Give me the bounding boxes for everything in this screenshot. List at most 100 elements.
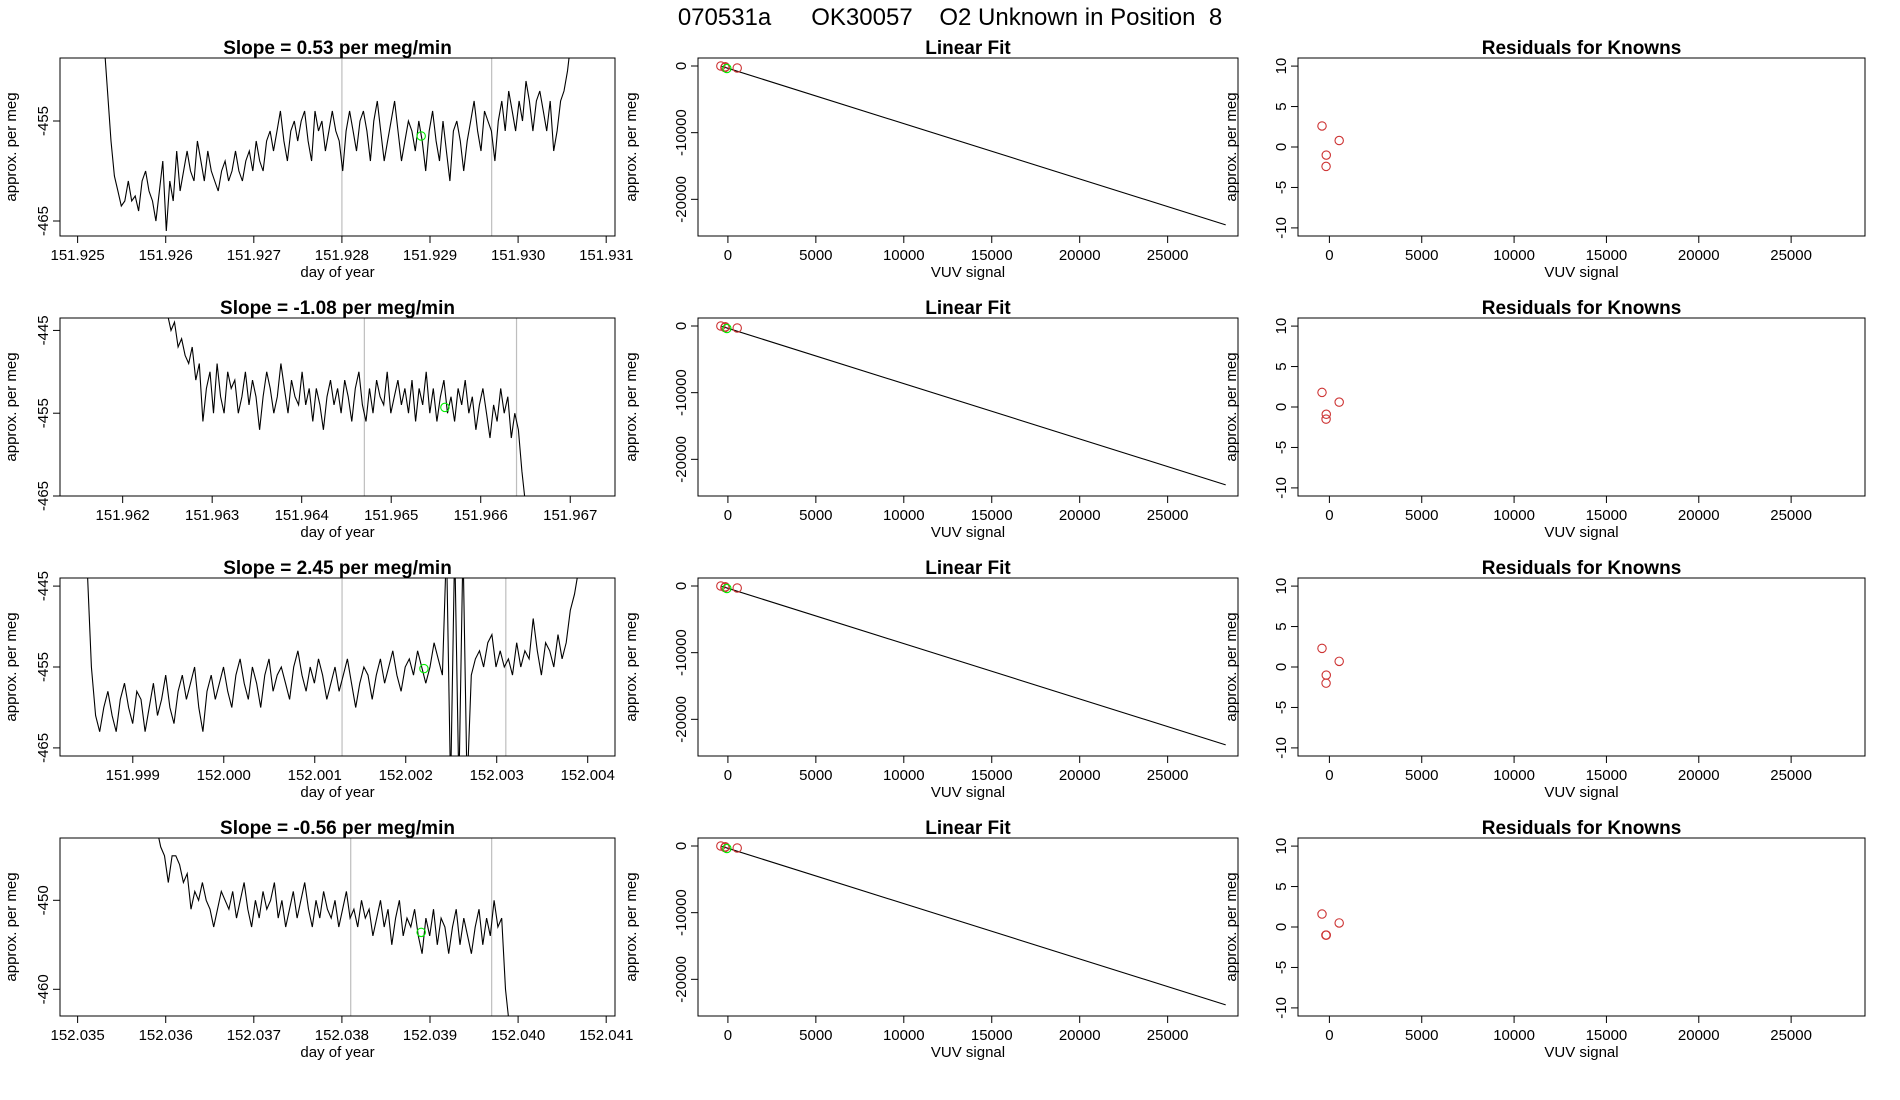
x-tick-label: 152.003 [470, 767, 524, 784]
x-tick-label: 20000 [1059, 507, 1101, 524]
x-axis-label: VUV signal [1544, 1044, 1618, 1061]
panel-title: Linear Fit [925, 558, 1011, 579]
plot-area [1317, 643, 1344, 688]
y-tick-label: -445 [35, 571, 52, 601]
y-axis-label: approx. per meg [3, 352, 20, 461]
x-tick-label: 152.000 [197, 767, 251, 784]
known-point [1321, 150, 1332, 160]
known-point [1321, 409, 1332, 420]
x-tick-label: 20000 [1059, 1027, 1101, 1044]
y-tick-label: -460 [35, 974, 52, 1004]
x-tick-label: 15000 [971, 1027, 1013, 1044]
plot-frame [697, 577, 1239, 757]
panel-3-3: Residuals for Knowns 0 5000 10000 15000 20000… [1223, 558, 1866, 801]
known-point [1317, 909, 1327, 919]
known-point [1317, 387, 1327, 398]
x-tick-label: 15000 [1586, 1027, 1628, 1044]
unknown-point [722, 323, 732, 334]
x-tick-label: 152.001 [288, 767, 342, 784]
x-tick-label: 151.999 [106, 767, 160, 784]
known-point [1321, 670, 1332, 680]
known-point [1334, 656, 1344, 667]
y-tick-label: 0 [1273, 143, 1290, 151]
x-tick-label: 151.929 [403, 247, 457, 264]
x-tick-label: 0 [1325, 507, 1333, 524]
y-tick-label: -5 [1273, 961, 1290, 974]
plot-area [167, 318, 526, 496]
x-tick-label: 151.928 [315, 247, 369, 264]
y-axis-label: approx. per meg [3, 612, 20, 721]
y-tick-label: -455 [35, 398, 52, 428]
known-point [1321, 161, 1331, 172]
x-tick-label: 10000 [883, 247, 925, 264]
y-axis-label: approx. per meg [1223, 872, 1240, 981]
known-point [732, 63, 742, 73]
y-tick-label: 10 [1273, 58, 1290, 75]
x-tick-label: 10000 [1493, 1027, 1535, 1044]
y-tick-label: -10000 [673, 889, 690, 936]
panel-1-1: Slope = 0.53 per meg/min 151.925 151.926 15… [3, 38, 633, 281]
x-tick-label: 151.930 [491, 247, 545, 264]
plot-area [104, 58, 570, 236]
x-tick-label: 152.038 [315, 1027, 369, 1044]
x-tick-label: 15000 [1586, 767, 1628, 784]
x-tick-label: 151.964 [275, 507, 329, 524]
known-point [720, 842, 730, 853]
plot-area [158, 838, 509, 1016]
y-tick-label: -10 [1273, 737, 1290, 759]
x-tick-label: 5000 [799, 1027, 832, 1044]
panel-title: Linear Fit [925, 38, 1011, 59]
y-tick-label: -445 [35, 315, 52, 345]
x-tick-label: 25000 [1147, 767, 1189, 784]
y-axis-label: approx. per meg [623, 92, 640, 201]
signal-trace-line [104, 58, 570, 232]
x-tick-label: 5000 [799, 247, 832, 264]
y-axis-label: approx. per meg [1223, 612, 1240, 721]
x-tick-label: 15000 [971, 247, 1013, 264]
panel-title: Slope = -1.08 per meg/min [220, 298, 455, 319]
y-tick-label: -5 [1273, 181, 1290, 194]
y-tick-label: 5 [1273, 362, 1290, 370]
signal-trace-line [158, 838, 509, 1016]
x-tick-label: 151.962 [96, 507, 150, 524]
y-tick-label: 5 [1273, 622, 1290, 630]
y-tick-label: -455 [35, 106, 52, 136]
panel-title: Linear Fit [925, 818, 1011, 839]
x-tick-label: 20000 [1678, 767, 1720, 784]
y-tick-label: -10000 [673, 369, 690, 416]
x-tick-label: 0 [724, 1027, 732, 1044]
x-tick-label: 5000 [799, 507, 832, 524]
x-tick-label: 20000 [1678, 247, 1720, 264]
fit-line [720, 585, 1226, 746]
known-point [732, 843, 742, 853]
known-point [1321, 678, 1331, 688]
plot-frame [697, 57, 1239, 237]
x-tick-label: 151.927 [227, 247, 281, 264]
x-tick-label: 25000 [1770, 767, 1812, 784]
x-tick-label: 10000 [1493, 247, 1535, 264]
known-point [716, 841, 726, 851]
known-point [1321, 414, 1331, 424]
x-tick-label: 152.002 [379, 767, 433, 784]
y-tick-label: -455 [35, 652, 52, 682]
x-tick-label: 152.037 [227, 1027, 281, 1044]
y-tick-label: 5 [1273, 102, 1290, 110]
fit-line [720, 845, 1226, 1006]
plot-frame [59, 837, 616, 1017]
unknown-point [416, 927, 426, 938]
x-tick-label: 152.035 [51, 1027, 105, 1044]
y-axis-label: approx. per meg [3, 92, 20, 201]
y-tick-label: 10 [1273, 318, 1290, 335]
known-point [716, 61, 726, 71]
fit-line [720, 65, 1226, 226]
y-tick-label: 10 [1273, 578, 1290, 595]
plot-area [716, 61, 1226, 226]
x-tick-label: 15000 [1586, 247, 1628, 264]
y-tick-label: 0 [673, 322, 690, 330]
y-tick-label: 0 [1273, 663, 1290, 671]
x-tick-label: 152.041 [579, 1027, 633, 1044]
y-tick-label: 0 [1273, 923, 1290, 931]
y-tick-label: -20000 [673, 176, 690, 223]
x-tick-label: 151.965 [364, 507, 418, 524]
